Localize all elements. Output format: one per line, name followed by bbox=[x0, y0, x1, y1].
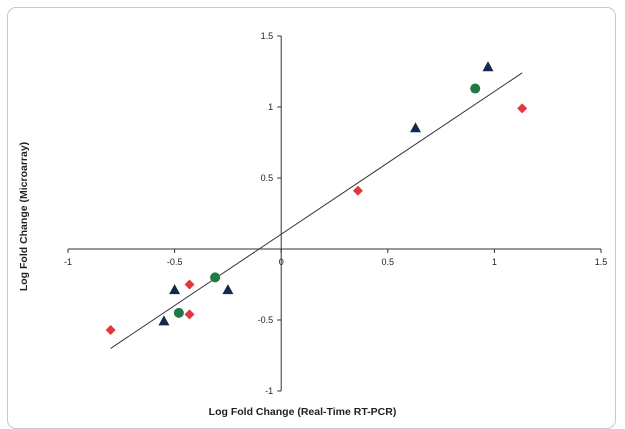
y-tick-label: -0.5 bbox=[258, 315, 274, 325]
x-tick-label: 1.5 bbox=[595, 257, 608, 267]
x-tick-label: -1 bbox=[64, 257, 72, 267]
data-point-triangle bbox=[482, 61, 494, 72]
x-tick-label: -0.5 bbox=[167, 257, 183, 267]
data-point-diamond bbox=[184, 279, 195, 290]
data-point-diamond bbox=[184, 309, 195, 320]
y-tick-label: 0.5 bbox=[261, 173, 274, 183]
y-tick-label: 1.5 bbox=[261, 31, 274, 41]
x-tick-label: 0 bbox=[279, 257, 284, 267]
data-point-circle bbox=[470, 83, 481, 94]
y-tick-label: -1 bbox=[265, 386, 273, 396]
data-point-triangle bbox=[169, 284, 181, 295]
data-point-triangle bbox=[158, 315, 170, 326]
x-tick-label: 0.5 bbox=[382, 257, 395, 267]
data-point-diamond bbox=[105, 324, 116, 335]
data-point-diamond bbox=[352, 185, 363, 196]
chart-panel bbox=[7, 7, 616, 429]
data-point-circle bbox=[210, 272, 221, 283]
x-tick-label: 1 bbox=[492, 257, 497, 267]
trendline bbox=[110, 72, 523, 349]
scatter-chart: -1 -0.5 0 0.5 1 1.5 -1 -0.5 0.5 1 1.5 Log Fold Chan… bbox=[18, 31, 608, 418]
data-point-diamond bbox=[517, 103, 528, 114]
y-axis-title: Log Fold Change (Microarray) bbox=[18, 142, 30, 291]
data-point-triangle bbox=[222, 284, 234, 295]
data-point-circle bbox=[173, 307, 184, 318]
x-axis-title: Log Fold Change (Real-Time RT-PCR) bbox=[209, 406, 397, 418]
y-tick-label: 1 bbox=[268, 102, 273, 112]
data-point-triangle bbox=[410, 122, 422, 133]
